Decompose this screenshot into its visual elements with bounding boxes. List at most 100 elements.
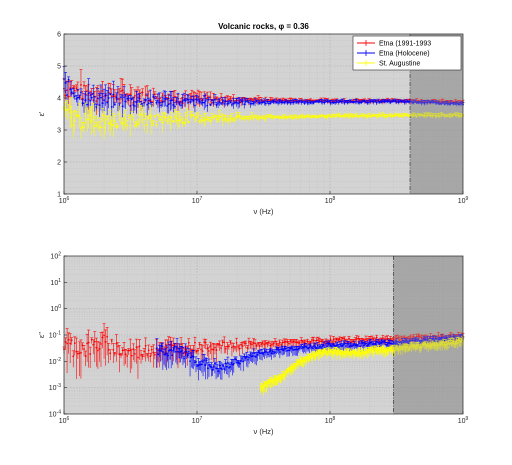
data-point — [169, 122, 172, 125]
data-point — [323, 101, 326, 104]
data-point — [348, 353, 351, 356]
data-point — [184, 99, 187, 102]
data-point — [332, 115, 335, 117]
data-point — [221, 119, 224, 122]
data-point — [317, 339, 320, 342]
data-point — [149, 113, 152, 116]
data-point — [438, 115, 441, 118]
y-axis-label: ε' — [37, 111, 46, 116]
data-point — [460, 102, 463, 105]
data-point — [98, 104, 101, 107]
data-point — [200, 118, 203, 121]
data-point — [318, 100, 321, 103]
data-point — [308, 101, 310, 104]
data-point — [75, 97, 78, 100]
data-point — [251, 115, 253, 118]
data-point — [301, 116, 304, 118]
data-point — [451, 102, 454, 105]
data-point — [271, 116, 273, 118]
data-point — [121, 122, 124, 125]
data-point — [302, 346, 305, 349]
data-point — [366, 351, 369, 354]
data-point — [235, 115, 238, 118]
data-point — [365, 101, 367, 104]
data-point — [298, 341, 301, 344]
data-point — [64, 82, 67, 84]
data-point — [222, 364, 225, 367]
data-point — [261, 116, 264, 119]
data-point — [123, 96, 125, 99]
data-point — [374, 343, 377, 346]
data-point — [277, 344, 280, 347]
data-point — [245, 356, 248, 358]
data-point — [72, 86, 75, 89]
data-point — [431, 115, 434, 118]
data-point — [322, 343, 325, 346]
data-point — [369, 115, 372, 118]
data-point — [248, 356, 251, 359]
data-point — [277, 349, 280, 351]
data-point — [104, 94, 107, 97]
data-point — [203, 359, 206, 362]
data-point — [113, 120, 116, 123]
data-point — [255, 116, 258, 119]
data-point — [178, 347, 181, 350]
data-point — [152, 351, 155, 354]
data-point — [156, 347, 158, 350]
data-point — [72, 355, 75, 358]
data-point — [80, 84, 82, 86]
data-point — [180, 349, 183, 352]
data-point — [157, 353, 160, 356]
data-point — [300, 101, 303, 104]
data-point — [150, 124, 153, 127]
data-point — [400, 115, 403, 117]
series-etna-holocene- — [62, 66, 465, 118]
data-point — [308, 346, 311, 349]
data-point — [220, 102, 223, 105]
data-point — [256, 354, 259, 356]
data-point — [311, 356, 313, 358]
data-point — [292, 340, 295, 343]
data-point — [109, 352, 112, 355]
data-point — [323, 116, 326, 119]
data-point — [263, 343, 266, 346]
data-point — [346, 114, 349, 117]
data-point — [130, 98, 133, 101]
data-point — [166, 120, 169, 122]
data-point — [399, 348, 402, 351]
data-point — [84, 355, 87, 357]
data-point — [235, 358, 238, 361]
y-tick-label: 1 — [57, 192, 61, 199]
data-point — [352, 101, 355, 104]
x-tick-label: 107 — [192, 196, 203, 205]
data-point — [252, 102, 255, 105]
data-point — [271, 343, 273, 346]
data-point — [202, 360, 204, 363]
data-point — [403, 341, 405, 344]
data-point — [76, 115, 79, 118]
data-point — [264, 342, 267, 345]
data-point — [270, 381, 273, 383]
data-point — [234, 346, 236, 349]
data-point — [294, 341, 296, 343]
data-point — [389, 101, 392, 104]
data-point — [408, 101, 410, 104]
data-point — [231, 346, 233, 349]
data-point — [133, 105, 136, 107]
data-point — [229, 365, 232, 368]
data-point — [124, 118, 127, 120]
data-point — [270, 352, 273, 355]
data-point — [106, 118, 109, 120]
data-point — [90, 338, 93, 341]
data-point — [160, 118, 162, 121]
data-point — [318, 352, 321, 355]
data-point — [182, 352, 184, 355]
data-point — [80, 127, 82, 130]
data-point — [397, 101, 400, 104]
data-point — [251, 343, 253, 346]
data-point — [367, 343, 370, 346]
data-point — [448, 115, 451, 117]
data-point — [291, 341, 293, 344]
data-point — [249, 342, 252, 345]
data-point — [323, 342, 326, 344]
